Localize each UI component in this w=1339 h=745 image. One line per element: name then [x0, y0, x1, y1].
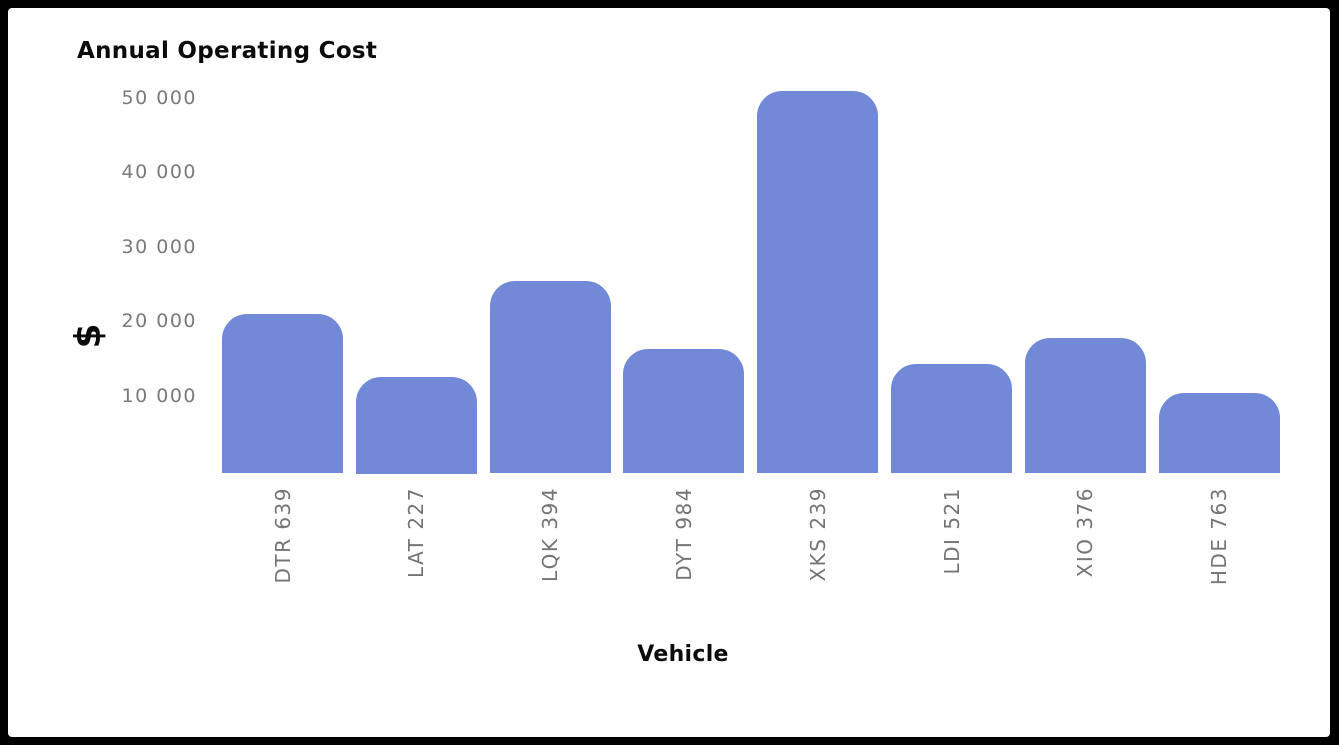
y-axis-tick-label: 40 000 — [121, 161, 197, 184]
x-axis-tick-label: LAT 227 — [404, 487, 429, 578]
chart-panel: Annual Operating Cost $ Vehicle 10 000 20… — [8, 8, 1330, 737]
bar-dyt-984 — [623, 349, 745, 474]
x-axis-label: Vehicle — [637, 642, 729, 667]
y-axis-tick-label: 30 000 — [121, 235, 197, 258]
y-axis-tick-label: 20 000 — [121, 310, 197, 333]
x-axis-tick-label: LDI 521 — [939, 487, 964, 575]
bar-xio-376 — [1024, 338, 1146, 474]
bar-lqk-394 — [489, 281, 611, 474]
x-axis-tick-label: LQK 394 — [538, 487, 563, 583]
bar-hde-763 — [1158, 392, 1280, 474]
y-axis-tick-label: 50 000 — [121, 87, 197, 109]
bar-dtr-639 — [222, 313, 343, 474]
y-axis-tick-label: 10 000 — [121, 384, 197, 407]
chart-title: Annual Operating Cost — [77, 38, 378, 64]
x-axis-tick-label: XKS 239 — [805, 487, 830, 582]
bar-xks-239 — [757, 90, 879, 474]
x-axis-tick-label: XIO 376 — [1073, 487, 1098, 578]
x-axis-tick-label: DTR 639 — [270, 487, 295, 584]
bar-lat-227 — [355, 377, 477, 474]
x-axis-tick-label: HDE 763 — [1207, 487, 1232, 586]
bar-ldi-521 — [891, 363, 1012, 474]
x-axis-tick-label: DYT 984 — [671, 487, 696, 581]
